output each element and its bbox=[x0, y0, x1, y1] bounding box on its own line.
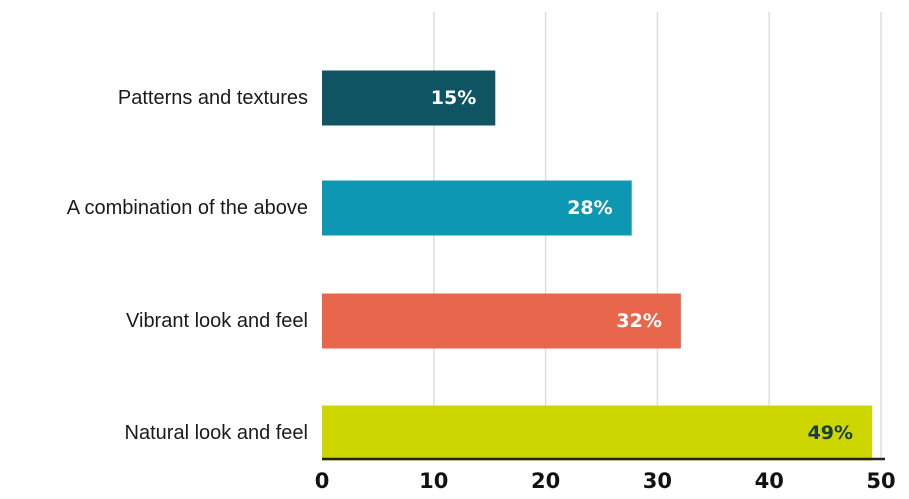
category-labels: Patterns and textures A combination of th… bbox=[67, 87, 308, 444]
category-label: A combination of the above bbox=[67, 197, 308, 219]
data-label: 49% bbox=[808, 422, 853, 444]
bar-3 bbox=[322, 293, 681, 349]
x-tick-label: 0 bbox=[315, 469, 330, 493]
bar-2 bbox=[322, 180, 632, 236]
data-label: 32% bbox=[616, 310, 661, 332]
x-tick-label: 30 bbox=[643, 469, 672, 493]
bar-4 bbox=[322, 405, 873, 461]
bar-1 bbox=[322, 70, 496, 126]
data-label: 28% bbox=[567, 197, 612, 219]
x-tick-label: 50 bbox=[866, 469, 895, 493]
x-tick-label: 40 bbox=[755, 469, 784, 493]
x-tick-label: 10 bbox=[419, 469, 448, 493]
category-label: Vibrant look and feel bbox=[126, 310, 308, 332]
x-tick-label: 20 bbox=[531, 469, 560, 493]
category-label: Natural look and feel bbox=[125, 422, 308, 444]
data-label: 15% bbox=[431, 87, 476, 109]
category-label: Patterns and textures bbox=[118, 87, 308, 109]
x-tick-labels: 0 10 20 30 40 50 bbox=[315, 469, 896, 493]
gridlines bbox=[433, 12, 882, 459]
data-labels: 15% 28% 32% 49% bbox=[431, 87, 853, 444]
bars bbox=[322, 70, 873, 461]
